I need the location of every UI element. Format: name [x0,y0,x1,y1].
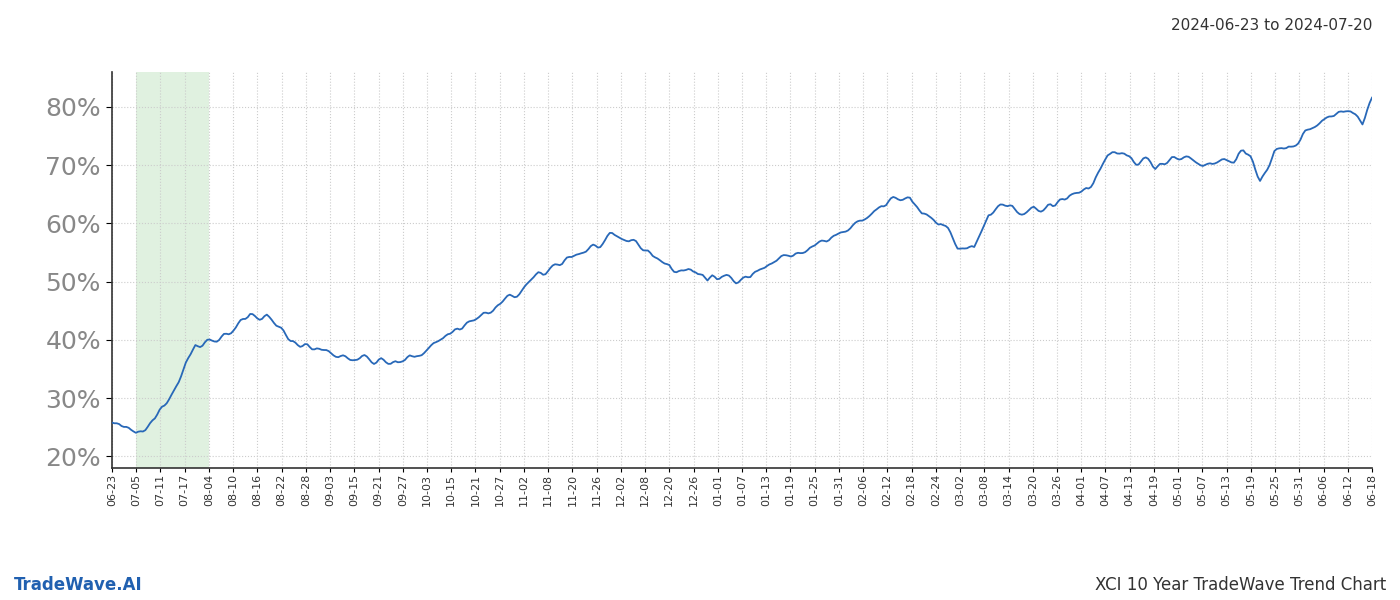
Bar [136,72,209,468]
Text: 2024-06-23 to 2024-07-20: 2024-06-23 to 2024-07-20 [1170,18,1372,33]
Text: TradeWave.AI: TradeWave.AI [14,576,143,594]
Text: XCI 10 Year TradeWave Trend Chart: XCI 10 Year TradeWave Trend Chart [1095,576,1386,594]
